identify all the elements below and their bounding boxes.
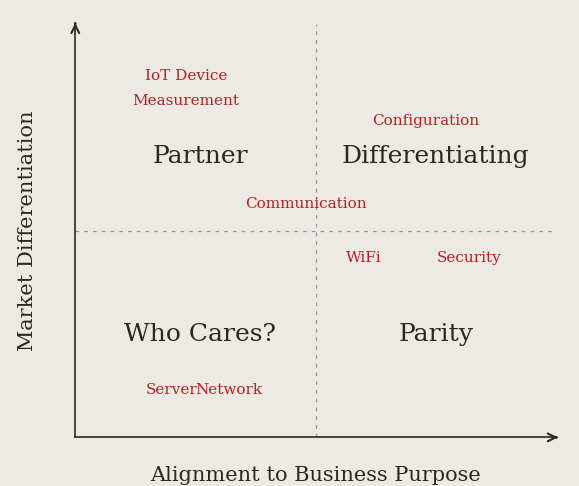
Text: IoT Device: IoT Device	[145, 69, 227, 83]
Text: Partner: Partner	[152, 145, 248, 168]
Text: Server: Server	[145, 383, 197, 397]
Text: Who Cares?: Who Cares?	[124, 323, 276, 346]
Text: Differentiating: Differentiating	[342, 145, 530, 168]
Text: Market Differentiation: Market Differentiation	[18, 111, 36, 351]
Text: Communication: Communication	[245, 197, 367, 211]
Text: Alignment to Business Purpose: Alignment to Business Purpose	[150, 467, 481, 486]
Text: Security: Security	[437, 251, 502, 265]
Text: Network: Network	[196, 383, 263, 397]
Text: Configuration: Configuration	[372, 114, 479, 128]
Text: Parity: Parity	[398, 323, 473, 346]
Text: WiFi: WiFi	[346, 251, 382, 265]
Text: Measurement: Measurement	[132, 94, 239, 108]
